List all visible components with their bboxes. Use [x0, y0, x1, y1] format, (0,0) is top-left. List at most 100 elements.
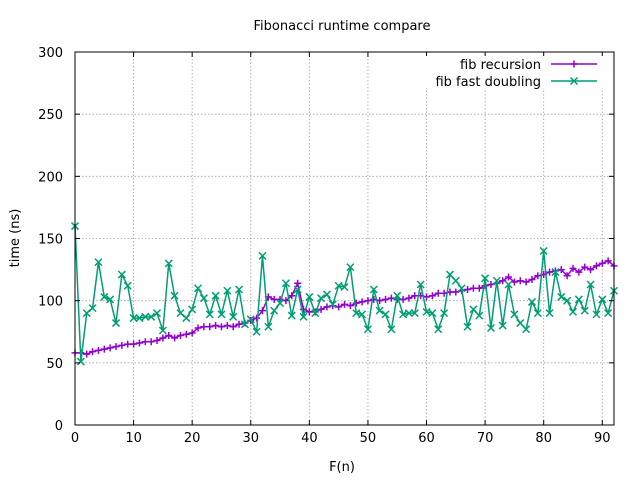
data-point [475, 284, 483, 292]
data-point [463, 322, 472, 331]
data-point [294, 279, 302, 287]
data-point [492, 276, 501, 285]
data-point [76, 357, 85, 366]
data-point [106, 295, 115, 304]
y-tick-label: 300 [38, 46, 63, 61]
data-point [469, 284, 477, 292]
legend-marker [570, 60, 578, 68]
data-point [264, 322, 273, 331]
data-point [217, 323, 225, 331]
data-point [445, 270, 454, 279]
x-tick-label: 50 [360, 431, 377, 446]
data-point [305, 292, 314, 301]
data-point [223, 322, 231, 330]
data-point [135, 339, 143, 347]
data-point [112, 343, 120, 351]
data-point [522, 325, 531, 334]
y-tick-label: 250 [38, 108, 63, 123]
data-point [205, 310, 214, 319]
data-point [592, 310, 601, 319]
data-point [223, 286, 232, 295]
data-point [194, 284, 203, 293]
data-point [568, 307, 578, 316]
x-tick-label: 30 [242, 431, 259, 446]
data-point [123, 281, 132, 290]
data-point [341, 300, 348, 308]
data-point [598, 295, 607, 304]
data-point [569, 264, 577, 272]
data-point [287, 311, 296, 320]
data-point [364, 297, 372, 305]
data-point [358, 298, 366, 306]
series-fib-fast-doubling [70, 222, 619, 366]
data-point [539, 246, 548, 255]
data-point [124, 340, 132, 348]
data-point [505, 273, 513, 281]
data-point [423, 293, 431, 301]
data-point [375, 306, 384, 315]
data-point [404, 309, 413, 318]
data-point [440, 309, 449, 318]
data-point [382, 295, 390, 303]
data-point [551, 268, 560, 277]
data-point [246, 315, 255, 324]
data-point [604, 257, 612, 265]
data-point [270, 306, 279, 315]
data-point [270, 295, 278, 303]
data-point [464, 285, 472, 293]
data-point [592, 262, 600, 270]
data-point [293, 285, 302, 294]
data-point [587, 266, 595, 274]
data-point [188, 305, 197, 314]
data-point [410, 309, 419, 318]
data-point [141, 338, 149, 346]
data-point [164, 259, 173, 268]
data-point [94, 346, 102, 354]
data-point [229, 323, 237, 331]
data-point [516, 277, 524, 285]
data-point [165, 331, 173, 339]
data-point [94, 258, 103, 267]
x-axis-label: F(n) [329, 460, 355, 475]
data-point [212, 322, 220, 330]
x-tick-label: 90 [594, 431, 611, 446]
data-point [504, 280, 513, 289]
data-point [305, 308, 313, 316]
legend-label: fib recursion [460, 58, 541, 73]
plot-series [70, 222, 619, 366]
data-point [487, 281, 495, 289]
data-point [281, 279, 290, 288]
data-point [100, 345, 108, 353]
data-point [346, 302, 354, 310]
data-point [182, 314, 191, 323]
data-point [199, 294, 208, 303]
data-point [527, 297, 537, 306]
data-point [428, 292, 436, 300]
legend: fib recursion fib fast doubling [420, 56, 606, 90]
data-point [475, 311, 484, 320]
data-point [581, 263, 589, 271]
data-point [129, 314, 138, 323]
data-point [352, 299, 360, 307]
data-point [563, 296, 572, 305]
data-point [416, 280, 425, 289]
data-point [100, 292, 109, 301]
data-point [486, 323, 495, 333]
data-point [334, 281, 343, 290]
x-tick-label: 70 [477, 431, 494, 446]
data-point [405, 294, 413, 302]
data-point [387, 325, 396, 334]
data-point [534, 272, 542, 280]
data-point [147, 312, 156, 321]
x-tick-label: 20 [184, 431, 201, 446]
data-point [363, 325, 372, 334]
data-point [158, 326, 167, 335]
y-tick-label: 200 [38, 170, 63, 185]
data-point [170, 291, 179, 300]
data-point [328, 300, 337, 309]
data-point [217, 310, 226, 319]
x-tick-label: 10 [125, 431, 142, 446]
data-point [89, 348, 97, 356]
data-point [171, 334, 179, 342]
